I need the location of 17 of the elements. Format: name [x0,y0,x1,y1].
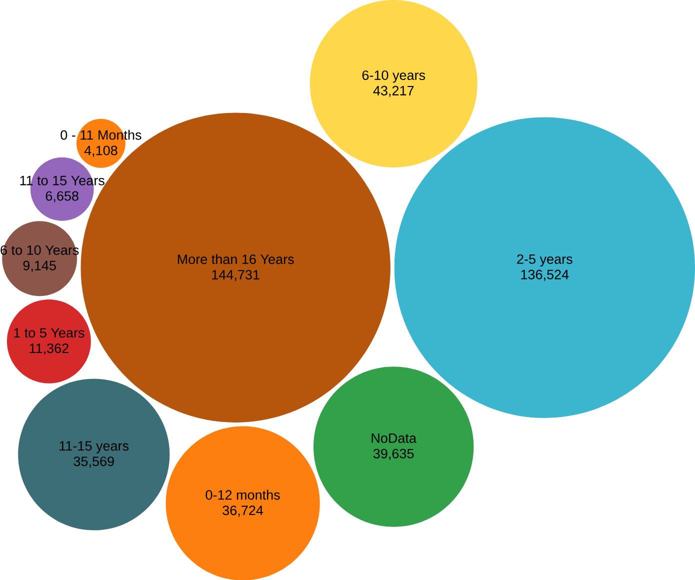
data-label: 11,362 [30,343,68,355]
category-label: More than 16 Years [178,254,294,264]
category-label: 6-10 years [362,70,426,83]
category-label: NoData [372,433,416,443]
data-label: 6,658 [46,191,78,202]
data-label: 35,569 [74,456,114,468]
data-label: 144,731 [212,270,260,281]
data-label: 4,108 [84,146,118,157]
category-label: 0-12 months [206,490,280,500]
category-label: 1 to 5 Years [14,328,84,338]
data-label: 136,524 [521,270,569,281]
data-label: 39,635 [373,448,414,460]
category-label: 2-5 years [517,254,572,266]
category-label: 11-15 years [60,441,129,454]
data-label: 43,217 [373,86,414,97]
data-label: 9,145 [23,260,56,272]
data-label: 36,724 [222,505,264,517]
